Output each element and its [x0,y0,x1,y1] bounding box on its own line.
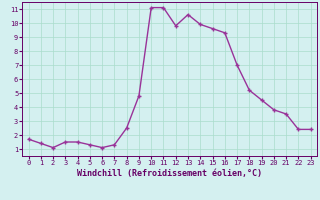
X-axis label: Windchill (Refroidissement éolien,°C): Windchill (Refroidissement éolien,°C) [77,169,262,178]
